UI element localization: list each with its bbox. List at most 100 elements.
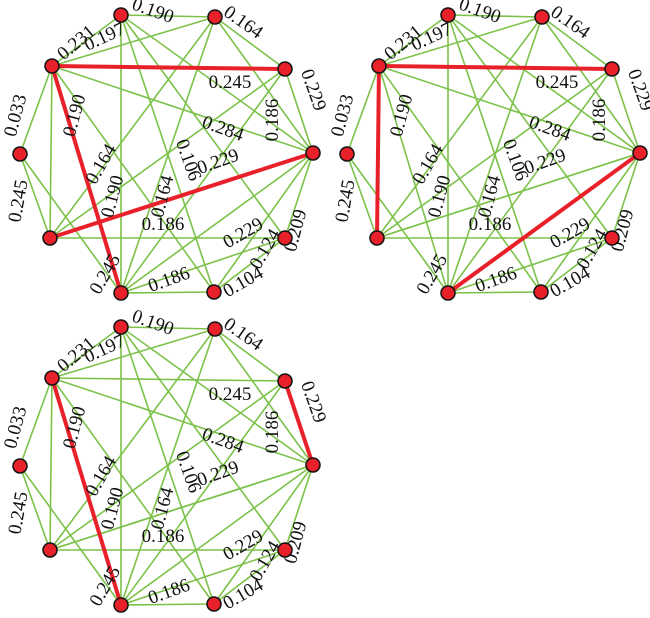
highlighted-edge-n2-n10 bbox=[50, 64, 287, 71]
edge-n1-n3 bbox=[120, 326, 216, 330]
graph-node-n3 bbox=[207, 321, 223, 337]
edge-n2-n1 bbox=[51, 14, 122, 67]
edge-weight-label: 0.106 bbox=[171, 448, 205, 495]
edge-weight-label: 0.164 bbox=[147, 485, 178, 532]
highlighted-edge-n2-n8 bbox=[50, 376, 123, 607]
edge-n10-n5 bbox=[611, 68, 641, 154]
graph-node-n8 bbox=[113, 597, 129, 613]
edge-weight-label: 0.033 bbox=[327, 92, 358, 139]
edge-weight-label: 0.186 bbox=[142, 526, 185, 547]
edge-n10-n6 bbox=[49, 68, 286, 239]
edge-n2-n4 bbox=[19, 65, 53, 155]
edge-weight-label: 0.190 bbox=[456, 0, 503, 28]
edge-n1-n5 bbox=[120, 326, 314, 466]
edge-weight-label: 0.190 bbox=[386, 92, 417, 139]
edge-n4-n6 bbox=[346, 153, 378, 239]
highlighted-edge-n10-n5 bbox=[283, 379, 315, 467]
edge-n5-n7 bbox=[284, 464, 314, 551]
graph-node-n2 bbox=[371, 58, 387, 74]
edge-n1-n3 bbox=[447, 14, 543, 18]
edge-weight-label: 0.245 bbox=[5, 490, 33, 536]
edge-weight-label: 0.186 bbox=[262, 411, 283, 454]
edge-n3-n6 bbox=[49, 328, 216, 551]
graph-node-n6 bbox=[42, 542, 58, 558]
edge-weight-label: 0.229 bbox=[623, 66, 650, 113]
graph-node-n5 bbox=[305, 457, 321, 473]
edge-n10-n8 bbox=[120, 380, 286, 606]
edge-n10-n8 bbox=[447, 68, 613, 294]
edge-weight-label: 0.033 bbox=[0, 92, 31, 139]
edge-n1-n5 bbox=[447, 14, 641, 154]
edge-n10-n6 bbox=[376, 68, 613, 239]
edge-n3-n5 bbox=[541, 16, 641, 154]
graph-node-n4 bbox=[12, 146, 28, 162]
edge-n8-n7 bbox=[447, 237, 613, 294]
edge-n4-n6 bbox=[19, 465, 51, 551]
edge-n9-n5 bbox=[540, 152, 641, 293]
edge-n3-n5 bbox=[214, 328, 314, 466]
edge-weight-label: 0.284 bbox=[199, 424, 247, 459]
edge-n1-n3 bbox=[120, 14, 216, 18]
graph-node-n8 bbox=[440, 285, 456, 301]
edge-n9-n7 bbox=[540, 237, 613, 293]
edge-weight-label: 0.229 bbox=[296, 66, 330, 113]
edge-n1-n7 bbox=[120, 326, 286, 551]
edge-n3-n6 bbox=[376, 16, 543, 239]
edge-n8-n9 bbox=[120, 603, 215, 606]
edge-n2-n6 bbox=[49, 65, 53, 239]
edge-n8-n5 bbox=[120, 464, 314, 606]
edge-weight-label: 0.245 bbox=[332, 178, 360, 224]
graph-node-n9 bbox=[206, 284, 222, 300]
edge-n8-n5 bbox=[120, 152, 314, 294]
edge-weight-label: 0.186 bbox=[262, 99, 283, 142]
graph-node-n5 bbox=[632, 145, 648, 161]
graph-node-n4 bbox=[12, 458, 28, 474]
edge-n1-n7 bbox=[120, 14, 286, 239]
edge-n2-n3 bbox=[378, 16, 543, 67]
graph-node-n8 bbox=[113, 285, 129, 301]
edge-n2-n3 bbox=[51, 16, 216, 67]
graph-node-n1 bbox=[113, 7, 129, 23]
edge-weight-label: 0.190 bbox=[129, 0, 176, 28]
edge-n8-n9 bbox=[447, 291, 542, 294]
edge-weight-label: 0.186 bbox=[142, 214, 185, 235]
edge-n8-n7 bbox=[120, 549, 286, 606]
edge-n10-n8 bbox=[120, 68, 286, 294]
edge-n2-n5 bbox=[51, 377, 314, 466]
edge-weight-label: 0.164 bbox=[474, 173, 505, 220]
graph-node-n10 bbox=[604, 61, 620, 77]
edge-n2-n4 bbox=[19, 377, 53, 467]
edge-n9-n7 bbox=[213, 549, 286, 605]
edge-n5-n7 bbox=[611, 152, 641, 239]
edge-n8-n9 bbox=[120, 291, 215, 294]
edge-n8-n4 bbox=[19, 153, 122, 294]
edge-weight-label: 0.245 bbox=[5, 178, 33, 224]
edge-weight-label: 0.245 bbox=[536, 72, 579, 93]
edge-weight-label: 0.284 bbox=[199, 112, 247, 147]
graph-node-n2 bbox=[44, 370, 60, 386]
edge-n6-n5 bbox=[376, 152, 641, 239]
edge-weight-label: 0.106 bbox=[171, 136, 205, 183]
edge-n3-n6 bbox=[49, 16, 216, 239]
edge-weight-label: 0.229 bbox=[296, 378, 330, 425]
graph-node-n4 bbox=[339, 146, 355, 162]
edge-weight-label: 0.033 bbox=[0, 404, 31, 451]
highlighted-edge-n6-n5 bbox=[48, 151, 315, 240]
edge-n9-n7 bbox=[213, 237, 286, 293]
edge-weight-label: 0.245 bbox=[209, 384, 252, 405]
edge-n6-n5 bbox=[49, 464, 314, 551]
edge-weight-label: 0.106 bbox=[498, 136, 532, 183]
edge-n2-n3 bbox=[51, 328, 216, 379]
edge-n3-n5 bbox=[214, 16, 314, 154]
graph-node-n6 bbox=[369, 230, 385, 246]
edge-n3-n10 bbox=[214, 16, 286, 70]
graph-node-n1 bbox=[113, 319, 129, 335]
highlighted-edge-n2-n10 bbox=[377, 64, 614, 71]
edge-n4-n6 bbox=[19, 153, 51, 239]
graph-node-n1 bbox=[440, 7, 456, 23]
edge-n2-n6 bbox=[49, 377, 53, 551]
